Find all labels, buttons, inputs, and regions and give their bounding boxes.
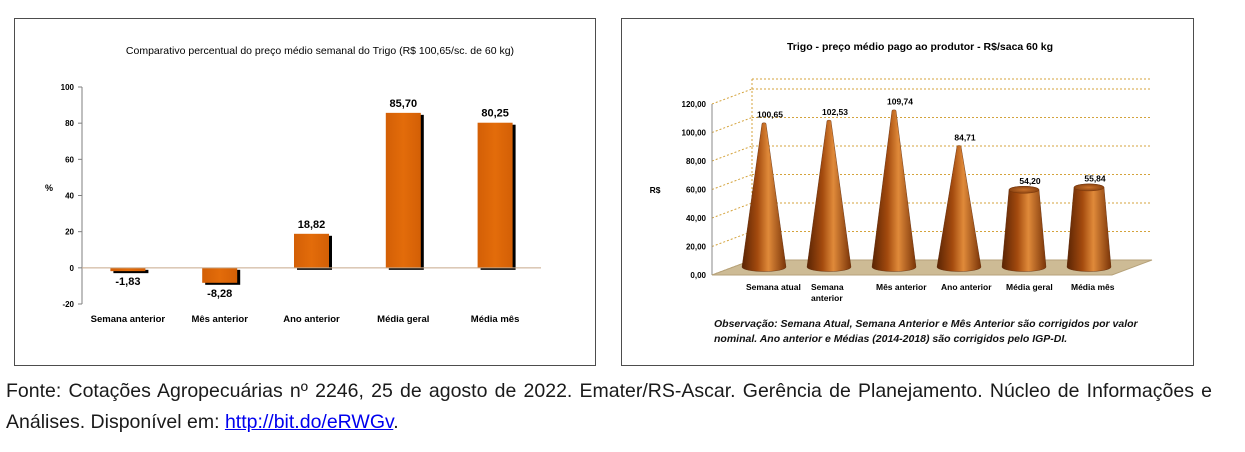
producer-price-chart-panel: Trigo - preço médio pago ao produtor - R… bbox=[621, 18, 1194, 366]
x-tick-label: Mês anterior bbox=[191, 314, 248, 325]
percentage-bar-chart: Comparativo percentual do preço médio se… bbox=[45, 45, 541, 325]
y-tick-label: 40,00 bbox=[686, 214, 707, 223]
bar bbox=[202, 267, 238, 283]
data-label: -1,83 bbox=[115, 276, 140, 288]
y-tick-label: 80 bbox=[65, 119, 74, 128]
bar bbox=[110, 267, 146, 272]
data-label: 18,82 bbox=[298, 219, 326, 231]
x-tick-label: Semana anterior bbox=[91, 314, 166, 325]
y-tick-label: 120,00 bbox=[682, 100, 707, 109]
x-tick-label: Ano anterior bbox=[283, 314, 340, 325]
chart-note: Observação: Semana Atual, Semana Anterio… bbox=[714, 318, 1138, 345]
x-tick-label: Semana atual bbox=[746, 282, 801, 292]
bar bbox=[477, 122, 513, 268]
cone-top bbox=[1073, 183, 1105, 192]
data-label: 54,20 bbox=[1019, 176, 1041, 186]
y-tick-label: 0,00 bbox=[690, 271, 706, 280]
y-tick-label: 20 bbox=[65, 228, 74, 237]
side-grid-line bbox=[711, 145, 753, 162]
source-citation: Fonte: Cotações Agropecuárias nº 2246, 2… bbox=[6, 376, 1212, 438]
data-label: 109,74 bbox=[887, 97, 913, 107]
y-tick-label: 100 bbox=[61, 83, 75, 92]
y-tick-label: 100,00 bbox=[682, 129, 707, 138]
side-grid-line bbox=[711, 174, 753, 190]
y-tick-label: 0 bbox=[70, 264, 75, 273]
data-label: 85,70 bbox=[390, 98, 418, 110]
data-label: 100,65 bbox=[757, 110, 783, 120]
side-grid-line bbox=[711, 202, 753, 219]
source-suffix: . bbox=[393, 411, 399, 433]
y-tick-label: 20,00 bbox=[686, 243, 707, 252]
percentage-comparison-chart-panel: Comparativo percentual do preço médio se… bbox=[14, 18, 596, 366]
cone-bar bbox=[1066, 183, 1112, 272]
bar-shadow bbox=[113, 269, 149, 274]
y-tick-label: 40 bbox=[65, 192, 74, 201]
x-tick-label: Média geral bbox=[377, 314, 429, 325]
data-label: 55,84 bbox=[1084, 173, 1106, 183]
data-label: 80,25 bbox=[481, 108, 509, 120]
bar bbox=[385, 112, 421, 268]
cone-bar bbox=[1001, 186, 1047, 272]
side-grid-line bbox=[711, 231, 753, 247]
producer-price-cone-chart: Trigo - preço médio pago ao produtor - R… bbox=[650, 41, 1153, 303]
y-axis-label: R$ bbox=[650, 185, 661, 195]
x-tick-label: Ano anterior bbox=[941, 282, 992, 292]
x-tick-label: Média mês bbox=[1071, 282, 1115, 292]
cone-bar bbox=[741, 122, 787, 272]
data-label: 102,53 bbox=[822, 107, 848, 117]
source-text: Fonte: Cotações Agropecuárias nº 2246, 2… bbox=[6, 380, 1212, 433]
y-axis-label: % bbox=[45, 183, 53, 193]
y-tick-label: 60,00 bbox=[686, 186, 707, 195]
data-label: -8,28 bbox=[207, 288, 232, 300]
side-grid-line bbox=[711, 117, 753, 133]
cone-bar bbox=[871, 109, 917, 272]
y-tick-label: 60 bbox=[65, 155, 74, 164]
cone-bar bbox=[806, 119, 852, 272]
x-tick-label: Semana anterior bbox=[811, 282, 844, 303]
y-tick-label: -20 bbox=[62, 300, 74, 309]
x-tick-label: Mês anterior bbox=[876, 282, 927, 292]
chart-title: Trigo - preço médio pago ao produtor - R… bbox=[787, 41, 1053, 53]
data-label: 84,71 bbox=[954, 132, 976, 142]
cone-top bbox=[1008, 186, 1040, 194]
bar bbox=[294, 233, 329, 268]
y-tick-label: 80,00 bbox=[686, 157, 707, 166]
chart-title: Comparativo percentual do preço médio se… bbox=[126, 45, 514, 57]
side-grid-line bbox=[711, 88, 753, 105]
x-tick-label: Média geral bbox=[1006, 282, 1053, 292]
cone-bar bbox=[936, 145, 982, 272]
x-tick-label: Média mês bbox=[471, 314, 520, 325]
source-link[interactable]: http://bit.do/eRWGv bbox=[224, 411, 394, 433]
